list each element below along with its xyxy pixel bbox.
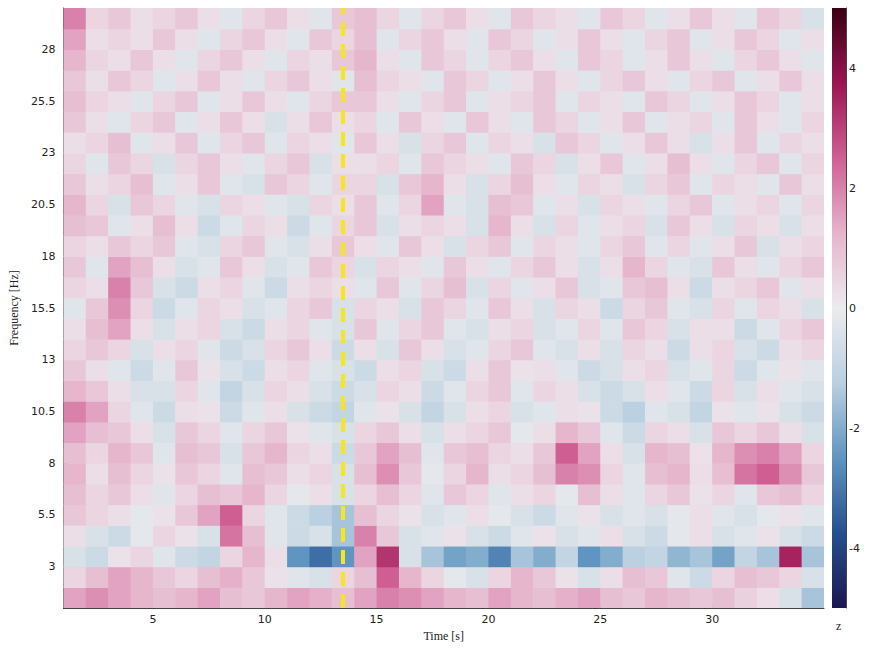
svg-text:25.5: 25.5	[31, 95, 56, 108]
svg-text:13: 13	[41, 353, 55, 366]
svg-text:20: 20	[481, 613, 495, 626]
svg-text:8: 8	[48, 457, 55, 470]
svg-text:30: 30	[705, 613, 719, 626]
svg-text:15.5: 15.5	[31, 302, 56, 315]
svg-text:10.5: 10.5	[31, 405, 56, 418]
svg-text:20.5: 20.5	[31, 198, 56, 211]
svg-text:5: 5	[149, 613, 156, 626]
svg-text:28: 28	[41, 43, 55, 56]
svg-text:z: z	[836, 619, 841, 633]
svg-text:2: 2	[849, 182, 856, 195]
svg-text:5.5: 5.5	[38, 508, 56, 521]
svg-text:Time [s]: Time [s]	[423, 629, 464, 643]
svg-text:-2: -2	[849, 422, 860, 435]
svg-text:25: 25	[593, 613, 607, 626]
svg-text:10: 10	[258, 613, 272, 626]
svg-text:4: 4	[849, 62, 856, 75]
svg-text:18: 18	[41, 250, 55, 263]
svg-text:15: 15	[370, 613, 384, 626]
svg-text:3: 3	[48, 560, 55, 573]
svg-text:-4: -4	[849, 542, 860, 555]
svg-text:Frequency [Hz]: Frequency [Hz]	[7, 270, 21, 346]
svg-text:23: 23	[41, 146, 55, 159]
svg-text:0: 0	[849, 302, 856, 315]
